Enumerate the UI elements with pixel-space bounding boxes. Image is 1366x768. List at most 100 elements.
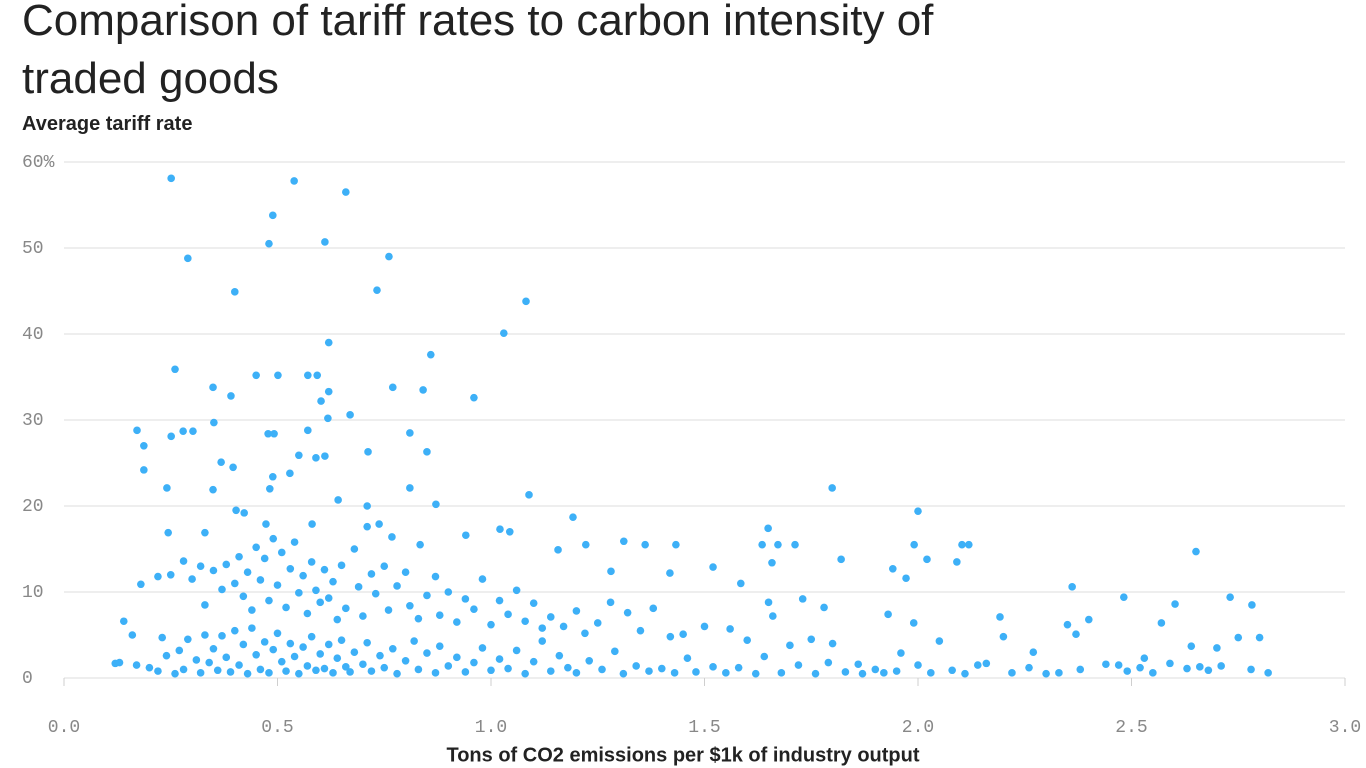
point (312, 666, 320, 675)
point (262, 520, 270, 528)
point (431, 572, 440, 581)
point (222, 653, 231, 662)
point (252, 650, 260, 659)
point (1196, 663, 1204, 671)
point (554, 546, 562, 554)
point (1204, 666, 1213, 675)
point (324, 414, 332, 423)
point (308, 520, 316, 528)
point (521, 669, 529, 678)
point (619, 669, 628, 678)
point (1187, 642, 1196, 650)
point (388, 644, 397, 653)
point (999, 632, 1008, 641)
point (1264, 669, 1272, 677)
point (426, 350, 435, 359)
point (1213, 644, 1221, 652)
point (342, 663, 350, 671)
point (252, 543, 260, 552)
point (171, 365, 179, 374)
point (359, 660, 367, 669)
point (380, 562, 389, 570)
y-tick-label: 0 (22, 669, 33, 689)
x-tick-label: 1.0 (475, 718, 507, 738)
point (953, 558, 961, 566)
point (1072, 630, 1080, 638)
point (764, 598, 773, 607)
x-axis-title: Tons of CO2 emissions per $1k of industr… (446, 744, 919, 766)
point (1055, 669, 1063, 677)
point (277, 548, 286, 557)
point (226, 668, 235, 676)
point (364, 448, 372, 456)
point (286, 469, 294, 478)
point (948, 666, 956, 675)
point (273, 629, 282, 638)
point (119, 617, 128, 626)
point (201, 528, 209, 537)
point (435, 642, 444, 650)
x-tick-label: 2.0 (902, 718, 934, 738)
y-tick-label: 30 (22, 411, 44, 431)
point (500, 329, 508, 337)
point (1029, 648, 1038, 656)
point (384, 606, 393, 614)
point (1068, 583, 1076, 591)
point (239, 592, 248, 601)
point (316, 650, 325, 658)
point (388, 533, 396, 541)
point (461, 668, 470, 676)
point (1171, 600, 1179, 608)
point (209, 383, 217, 392)
point (188, 575, 196, 583)
point (324, 387, 333, 396)
point (996, 613, 1004, 621)
point (265, 596, 273, 605)
point (266, 485, 274, 493)
point (555, 651, 564, 660)
point (1123, 667, 1132, 675)
point (419, 386, 427, 394)
point (611, 647, 619, 656)
point (145, 663, 154, 672)
point (658, 664, 666, 673)
point (133, 426, 141, 435)
point (769, 612, 777, 620)
point (909, 619, 918, 627)
point (1226, 593, 1234, 601)
point (303, 609, 312, 618)
point (538, 624, 547, 632)
point (423, 591, 431, 600)
point (164, 528, 172, 537)
point (961, 669, 969, 678)
point (363, 638, 371, 647)
point (1008, 669, 1016, 677)
point (760, 652, 769, 661)
point (158, 633, 167, 642)
point (1136, 663, 1144, 672)
point (572, 607, 581, 615)
point (179, 427, 187, 435)
point (461, 595, 470, 603)
point (1076, 665, 1085, 674)
point (854, 660, 863, 669)
point (470, 605, 478, 613)
point (416, 540, 424, 549)
point (171, 669, 179, 678)
point (359, 612, 367, 620)
point (798, 595, 807, 603)
point (350, 545, 359, 553)
point (235, 552, 243, 561)
point (231, 288, 239, 296)
point (290, 177, 298, 185)
point (559, 622, 568, 631)
point (606, 598, 615, 607)
point (923, 555, 931, 564)
point (495, 655, 504, 663)
point (385, 252, 393, 261)
point (1102, 660, 1110, 669)
point (140, 442, 148, 450)
point (231, 626, 239, 635)
point (282, 667, 290, 675)
